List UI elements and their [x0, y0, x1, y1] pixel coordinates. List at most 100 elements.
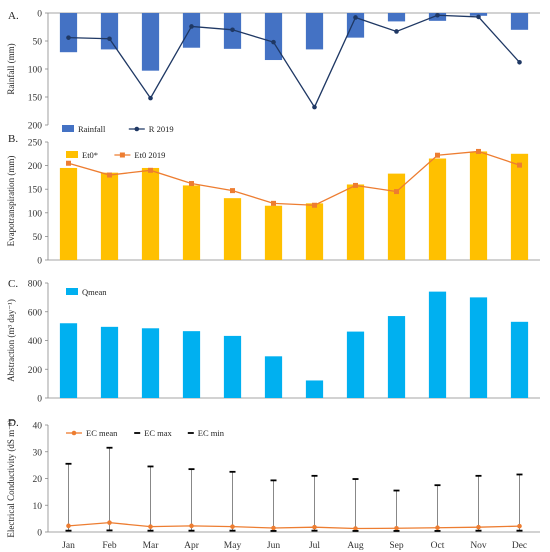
- bar-rainfall-mar: [141, 13, 160, 71]
- point-r2019-aug: [353, 15, 358, 20]
- bar-et0--apr: [182, 185, 201, 260]
- point-ec-mean-aug: [353, 526, 358, 531]
- legend-label: Et0 2019: [134, 150, 165, 160]
- point-ec-mean-jun: [271, 525, 276, 531]
- y-tick-label: 100: [28, 209, 43, 219]
- bar-rainfall-jan: [59, 13, 78, 53]
- y-tick-label: 200: [28, 366, 43, 376]
- bar-et0--oct: [428, 158, 447, 260]
- legend-label: EC max: [144, 428, 172, 438]
- point-et0-2019-aug: [353, 182, 358, 188]
- y-tick-label: 0: [37, 257, 42, 267]
- y-tick-label: 150: [28, 186, 43, 196]
- point-et0-2019-nov: [476, 148, 481, 154]
- point-et0-2019-oct: [435, 152, 440, 158]
- bar-qmean-mar: [141, 328, 160, 398]
- bar-qmean-aug: [346, 331, 365, 398]
- bar-et0--aug: [346, 184, 365, 260]
- point-et0-2019-feb: [107, 172, 112, 178]
- x-tick-label-sep: Sep: [389, 541, 404, 551]
- bar-qmean-jan: [59, 323, 78, 398]
- x-tick-label-apr: Apr: [184, 541, 200, 551]
- bar-rainfall-nov: [469, 13, 488, 16]
- point-ec-mean-nov: [476, 524, 481, 530]
- bar-et0--jun: [264, 205, 283, 260]
- y-tick-label: 50: [33, 233, 43, 243]
- x-tick-label-jul: Jul: [309, 541, 320, 551]
- x-tick-label-nov: Nov: [470, 541, 487, 551]
- panel-label: B.: [8, 133, 18, 145]
- point-et0-2019-mar: [148, 167, 153, 173]
- panel-label: A.: [8, 10, 19, 22]
- bar-qmean-may: [223, 335, 242, 398]
- legend-label: EC mean: [86, 428, 118, 438]
- legend-item: Qmean: [66, 287, 107, 297]
- legend-item: EC mean: [66, 428, 118, 438]
- y-axis-title: Electrical Conductivity (dS m⁻¹): [6, 419, 16, 537]
- legend-label: Qmean: [82, 287, 107, 297]
- bar-qmean-jul: [305, 380, 324, 398]
- bar-qmean-apr: [182, 331, 201, 398]
- y-tick-label: 150: [28, 94, 43, 104]
- panel-4: D. 0 10 20 30 40 Electrical Conductivity (dS m…: [6, 417, 540, 539]
- legend-item: Et0 2019: [114, 150, 165, 160]
- point-ec-mean-apr: [189, 523, 194, 529]
- point-et0-2019-jul: [312, 202, 317, 208]
- bar-rainfall-apr: [182, 13, 201, 48]
- legend-label: EC min: [198, 428, 225, 438]
- y-tick-label: 0: [37, 529, 42, 539]
- point-ec-mean-mar: [148, 524, 153, 529]
- y-tick-label: 0: [37, 395, 42, 405]
- x-tick-label-feb: Feb: [102, 541, 117, 551]
- y-tick-label: 800: [28, 280, 43, 290]
- point-r2019-mar: [148, 95, 153, 101]
- series-line-r-2019: [68, 14, 520, 109]
- bar-qmean-oct: [428, 291, 447, 398]
- point-et0-2019-jun: [271, 200, 276, 206]
- y-axis-title: Abstraction (m³ day⁻¹): [6, 299, 16, 382]
- series-line-et0-2019: [68, 150, 520, 206]
- bar-et0--jul: [305, 203, 324, 260]
- point-ec-mean-dec: [517, 523, 522, 529]
- x-tick-label-may: May: [224, 541, 242, 551]
- legend-swatch: [62, 125, 74, 132]
- point-r2019-jul: [312, 104, 317, 110]
- legend-item: Rainfall: [62, 124, 106, 134]
- legend-swatch: [66, 151, 78, 158]
- legend-item: EC max: [134, 428, 173, 438]
- point-et0-2019-apr: [189, 181, 194, 187]
- y-tick-label: 10: [33, 502, 43, 512]
- legend-item: R 2019: [128, 124, 174, 134]
- bar-et0--may: [223, 198, 242, 260]
- bar-et0--nov: [469, 151, 488, 260]
- point-ec-mean-jul: [312, 524, 317, 530]
- bar-et0--feb: [100, 172, 119, 260]
- legend-swatch-marker: [71, 430, 77, 436]
- x-tick-label-oct: Oct: [431, 541, 445, 551]
- panel-2: B. 0 50 100 150 200 250 Evapotranspiration (mm)…: [6, 133, 540, 267]
- bar-et0--mar: [141, 167, 160, 260]
- bar-qmean-sep: [387, 316, 406, 398]
- bar-qmean-dec: [510, 321, 529, 398]
- point-r2019-nov: [476, 14, 481, 20]
- x-tick-label-aug: Aug: [347, 541, 364, 551]
- bar-rainfall-dec: [510, 13, 529, 30]
- x-tick-label-jan: Jan: [62, 541, 75, 551]
- series-line-ec-mean: [68, 521, 520, 530]
- bar-qmean-nov: [469, 297, 488, 398]
- panel-label: C.: [8, 278, 18, 290]
- legend-item: EC min: [187, 428, 225, 438]
- bar-et0--jan: [59, 167, 78, 260]
- y-tick-label: 50: [33, 38, 43, 48]
- legend-swatch-marker: [119, 152, 125, 158]
- bar-rainfall-jun: [264, 13, 283, 61]
- x-tick-label-jun: Jun: [267, 541, 280, 551]
- y-tick-label: 30: [33, 448, 43, 458]
- bar-et0--sep: [387, 173, 406, 260]
- bar-rainfall-sep: [387, 13, 406, 22]
- point-r2019-feb: [107, 36, 112, 42]
- y-axis-title: Rainfall (mm): [6, 43, 16, 94]
- legend-swatch: [66, 288, 78, 295]
- point-et0-2019-dec: [517, 162, 522, 168]
